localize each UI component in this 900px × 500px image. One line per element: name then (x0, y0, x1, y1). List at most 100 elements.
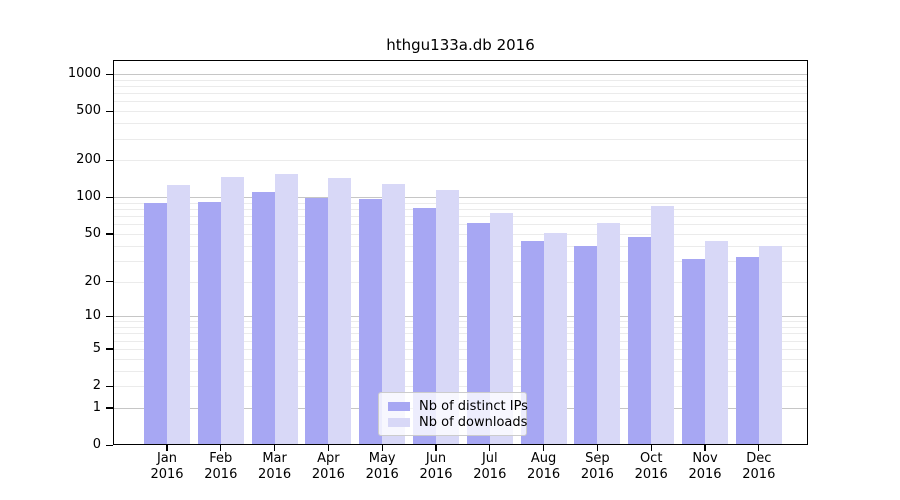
bar (682, 258, 705, 445)
x-axis-tick (273, 445, 276, 451)
x-axis-tick-label: Mar 2016 (258, 451, 292, 482)
minor-gridline (113, 209, 808, 211)
y-axis-tick-label: 2 (92, 378, 101, 393)
bar (574, 245, 598, 445)
minor-gridline (113, 111, 808, 113)
legend-entry: Nb of downloads (388, 414, 527, 430)
bar (705, 240, 728, 445)
minor-gridline (113, 216, 808, 218)
x-axis-tick-label: Feb 2016 (204, 451, 238, 482)
minor-gridline (113, 333, 808, 335)
y-axis-tick-label: 50 (84, 225, 101, 241)
minor-gridline (113, 321, 808, 323)
y-axis-tick (106, 281, 113, 283)
bar (436, 190, 459, 445)
y-axis-tick-label: 10 (84, 308, 101, 324)
bar (167, 185, 190, 445)
bar (197, 202, 221, 445)
x-axis-tick (381, 445, 383, 451)
y-axis-tick-label: 200 (76, 152, 101, 168)
bar (489, 213, 513, 445)
major-gridline (113, 316, 808, 318)
y-axis-tick-label: 5 (92, 340, 101, 356)
bar (305, 198, 329, 445)
x-axis-tick (435, 445, 437, 451)
x-axis-tick (166, 445, 168, 451)
minor-gridline (113, 123, 808, 125)
minor-gridline (113, 224, 808, 226)
x-axis-tick-label: Jul 2016 (473, 451, 507, 482)
bar (413, 208, 436, 445)
x-axis-tick (596, 445, 599, 451)
x-axis-tick-label: Apr 2016 (311, 451, 345, 482)
bar (144, 203, 167, 445)
minor-gridline (113, 79, 808, 81)
x-axis-tick (489, 445, 491, 451)
x-axis-tick (327, 445, 330, 451)
bar (597, 223, 621, 445)
bar (651, 206, 675, 445)
y-axis-tick-label: 100 (76, 189, 101, 205)
x-axis-tick-label: Aug 2016 (527, 451, 561, 482)
minor-gridline (113, 327, 808, 328)
legend-label: Nb of downloads (419, 414, 528, 430)
y-axis-tick-label: 0 (92, 437, 101, 452)
y-axis-tick (106, 159, 113, 162)
x-axis-tick-label: Dec 2016 (742, 451, 776, 482)
legend: Nb of distinct IPs Nb of downloads (378, 392, 528, 436)
bar (251, 192, 275, 445)
legend-swatch (388, 401, 410, 411)
minor-gridline (113, 233, 808, 235)
minor-gridline (113, 202, 808, 204)
x-axis-tick (542, 445, 545, 451)
minor-gridline (113, 260, 808, 262)
x-axis-tick-label: Nov 2016 (688, 451, 722, 482)
y-axis-tick (106, 196, 113, 199)
x-axis-tick (758, 445, 760, 451)
x-axis-tick-label: Jun 2016 (419, 451, 453, 482)
minor-gridline (113, 370, 808, 372)
bar (758, 245, 782, 445)
minor-gridline (113, 358, 808, 360)
x-axis-tick-label: Oct 2016 (634, 451, 668, 482)
y-axis-tick (106, 315, 113, 318)
x-axis-tick (704, 445, 706, 451)
y-axis-tick (106, 444, 113, 446)
bar (466, 222, 490, 445)
minor-gridline (113, 160, 808, 162)
minor-gridline (113, 281, 808, 283)
minor-gridline (113, 93, 808, 95)
y-axis-tick-label: 20 (84, 273, 101, 289)
bar (543, 232, 567, 445)
chart-title: hthgu133a.db 2016 (386, 36, 535, 54)
y-axis-tick (106, 385, 113, 387)
bar (628, 237, 652, 445)
y-axis-tick (106, 110, 113, 113)
legend-label: Nb of distinct IPs (419, 398, 528, 414)
bar (220, 177, 244, 445)
minor-gridline (113, 245, 808, 247)
major-gridline (113, 74, 808, 75)
y-axis-tick (106, 73, 113, 75)
legend-swatch (388, 417, 410, 427)
minor-gridline (113, 85, 808, 87)
y-axis-tick-label: 1000 (67, 66, 101, 81)
legend-entry: Nb of distinct IPs (388, 398, 528, 414)
minor-gridline (113, 340, 808, 342)
x-axis-tick (650, 445, 652, 451)
bar (359, 198, 383, 445)
bar (382, 184, 406, 445)
x-axis-tick-label: May 2016 (365, 451, 399, 482)
y-axis-tick-label: 1 (92, 399, 101, 415)
major-gridline (113, 197, 808, 199)
y-axis-tick (106, 348, 113, 350)
y-axis-tick-label: 500 (76, 103, 101, 119)
bar (735, 257, 759, 445)
x-axis-tick-label: Jan 2016 (150, 451, 184, 482)
x-axis-tick-label: Sep 2016 (580, 451, 614, 482)
bar (328, 178, 352, 445)
minor-gridline (113, 138, 808, 140)
minor-gridline (113, 348, 808, 350)
x-axis-tick (220, 445, 222, 451)
